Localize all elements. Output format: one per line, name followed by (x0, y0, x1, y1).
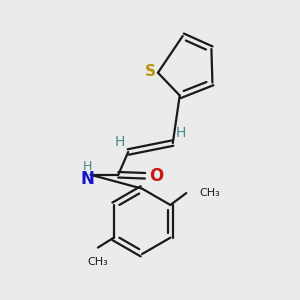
Text: CH₃: CH₃ (88, 257, 108, 268)
Text: H: H (176, 126, 186, 140)
Text: CH₃: CH₃ (199, 188, 220, 198)
Text: O: O (149, 167, 163, 185)
Text: S: S (145, 64, 155, 79)
Text: N: N (81, 170, 94, 188)
Text: H: H (115, 135, 125, 149)
Text: H: H (83, 160, 92, 173)
